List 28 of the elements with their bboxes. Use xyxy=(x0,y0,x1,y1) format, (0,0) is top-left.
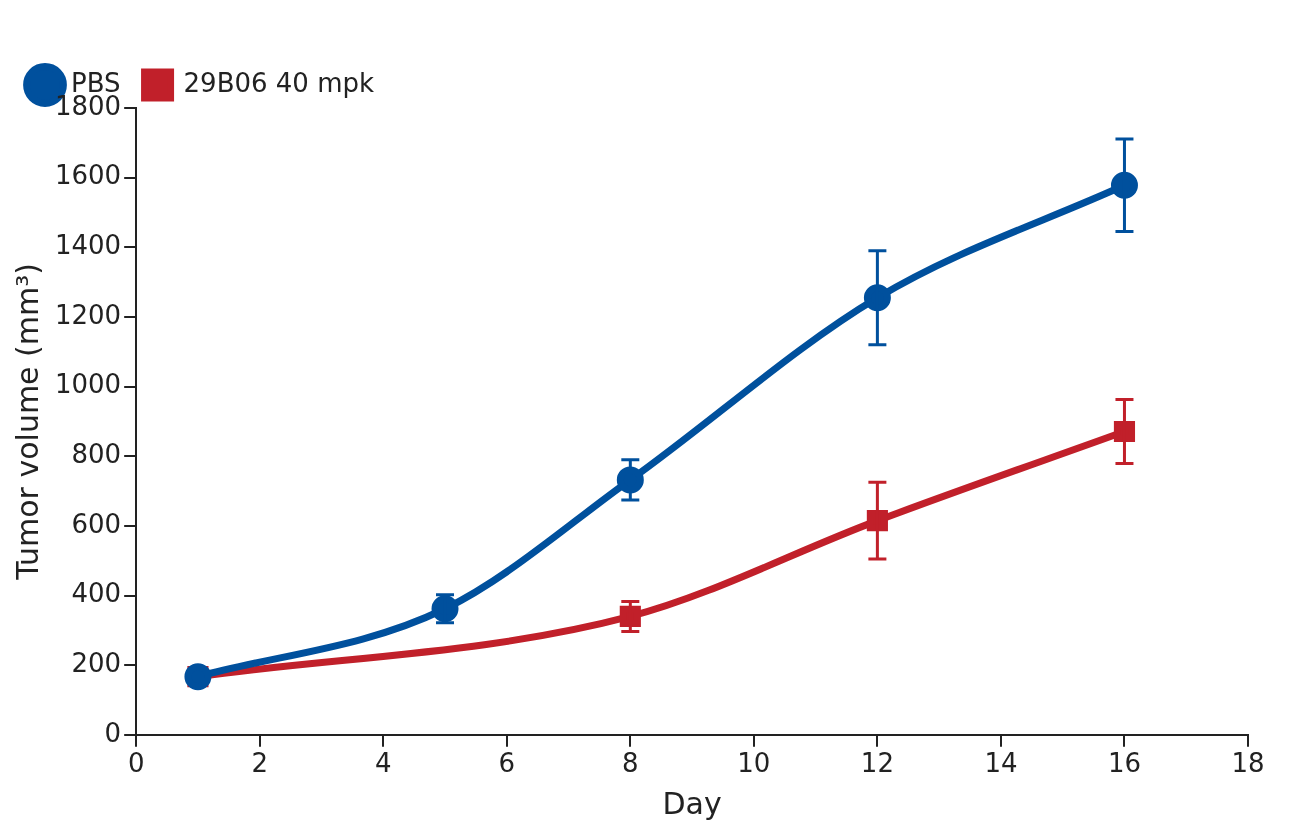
x-tick-label: 6 xyxy=(498,748,516,779)
x-tick-label: 18 xyxy=(1231,748,1265,779)
point xyxy=(863,284,891,312)
y-tick-label: 0 xyxy=(104,717,122,748)
x-tick-label: 16 xyxy=(1107,748,1142,779)
y-tick-label: 600 xyxy=(71,508,122,539)
y-tick-label: 1000 xyxy=(55,369,122,400)
y-tick-label: 400 xyxy=(71,578,122,609)
x-tick-label: 2 xyxy=(251,748,268,779)
x-tick-label: 4 xyxy=(374,748,392,779)
y-tick-label: 200 xyxy=(71,647,122,678)
x-axis-title: Day xyxy=(662,785,722,821)
point xyxy=(866,510,888,532)
y-tick-label: 1200 xyxy=(55,299,122,330)
point xyxy=(616,466,644,494)
y-tick-label: 1600 xyxy=(55,160,122,191)
x-tick-label: 8 xyxy=(622,748,639,779)
x-tick-label: 12 xyxy=(860,748,894,779)
x-tick-label: 14 xyxy=(984,748,1018,779)
y-tick-label: 1400 xyxy=(55,230,122,261)
point xyxy=(1110,171,1138,199)
x-tick-label: 0 xyxy=(127,748,145,779)
y-tick-label: 800 xyxy=(71,438,122,469)
point xyxy=(1113,420,1136,443)
y-axis-title: Tumor volume (mm³) xyxy=(9,263,45,581)
legend-label: 29B06 40 mpk xyxy=(183,67,375,98)
x-tick-label: 10 xyxy=(737,748,771,779)
point xyxy=(619,605,641,627)
